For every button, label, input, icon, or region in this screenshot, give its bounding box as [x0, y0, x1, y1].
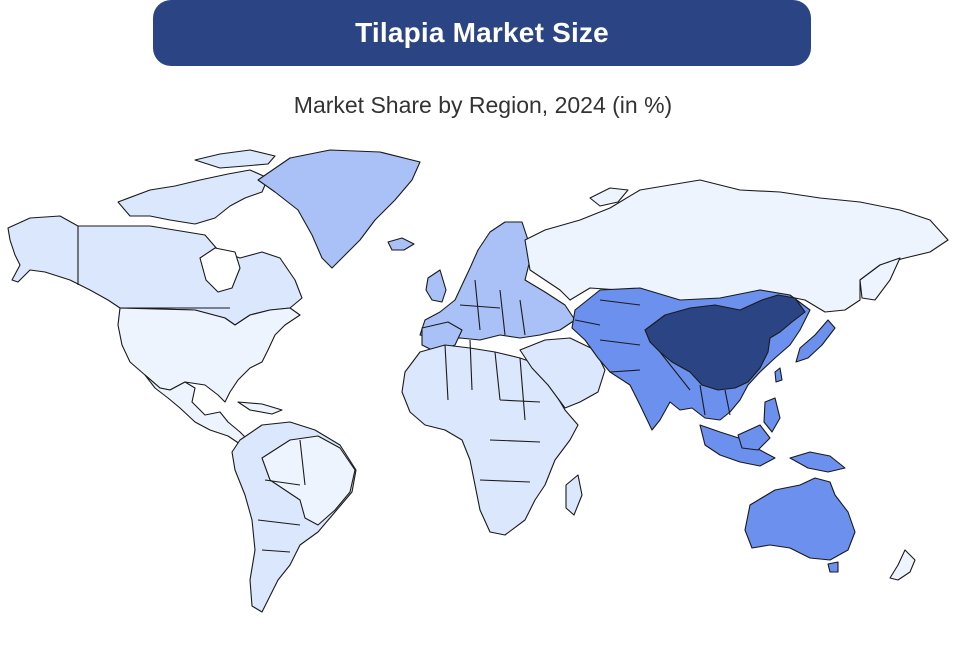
region-philippines: [763, 397, 781, 433]
page-title: Tilapia Market Size: [355, 17, 609, 48]
region-russia-islands: [589, 187, 629, 207]
region-new-guinea: [789, 451, 846, 473]
region-mexico: [144, 374, 249, 445]
region-sea-islands: [699, 424, 776, 467]
region-canada-islands-2: [194, 149, 276, 169]
map-subtitle: Market Share by Region, 2024 (in %): [293, 92, 673, 118]
region-middle-east: [519, 337, 606, 409]
region-brazil: [261, 435, 356, 526]
region-caribbean: [237, 401, 283, 415]
region-greenland: [257, 149, 421, 269]
region-kamchatka: [859, 257, 901, 301]
region-madagascar: [565, 474, 583, 516]
region-japan: [795, 319, 836, 363]
region-iceland: [387, 237, 415, 251]
world-map: [7, 149, 949, 613]
region-uk: [425, 269, 447, 303]
region-europe: [419, 221, 576, 341]
region-tasmania: [827, 561, 839, 573]
region-canada-islands: [117, 169, 269, 225]
title-banner: Tilapia Market Size: [153, 0, 811, 66]
hudson-bay: [199, 247, 241, 293]
region-usa: [117, 307, 301, 403]
region-australia: [744, 477, 856, 561]
region-borneo: [737, 424, 771, 451]
region-new-zealand: [889, 549, 916, 581]
region-russia: [524, 179, 949, 313]
region-china: [644, 294, 806, 391]
region-taiwan: [774, 367, 783, 383]
region-iberia: [421, 321, 463, 353]
